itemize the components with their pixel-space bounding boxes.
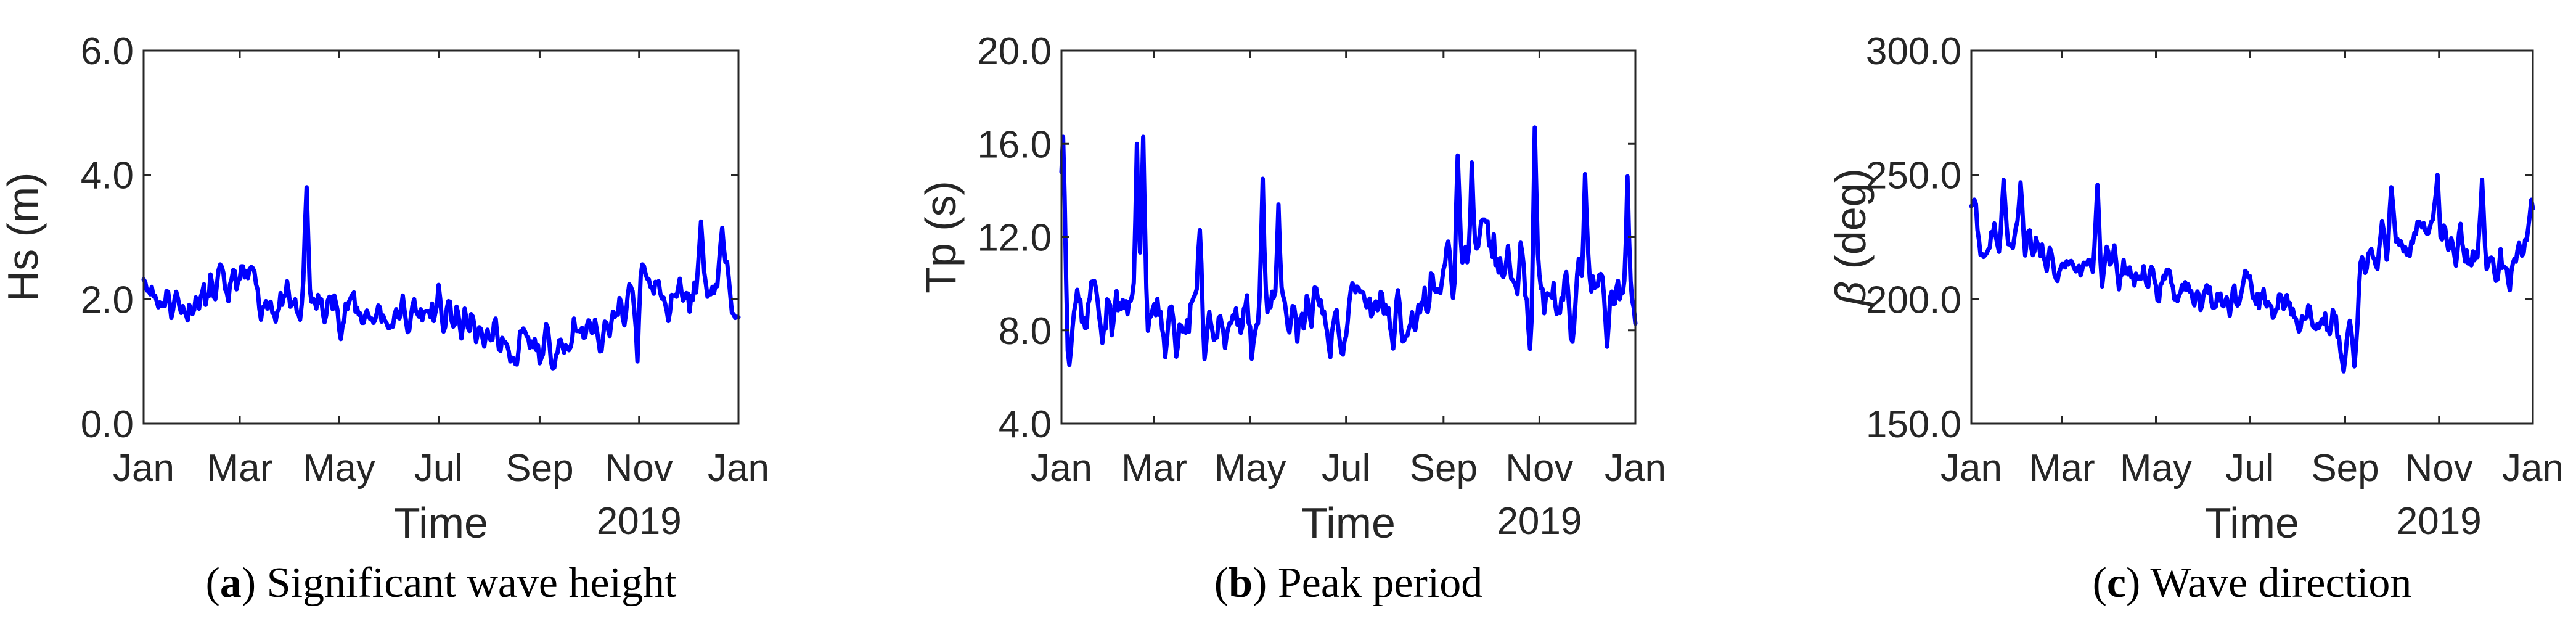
caption-open: (: [2093, 559, 2107, 607]
series-line: [1969, 173, 2535, 374]
caption-text: Peak period: [1267, 559, 1482, 607]
series-line: [1059, 125, 1638, 367]
panel-caption: (b) Peak period: [1214, 559, 1482, 607]
x-tick-label: Mar: [207, 447, 273, 490]
x-tick-label: May: [303, 447, 375, 490]
caption-letter: b: [1229, 559, 1253, 607]
y-tick-label: 300.0: [1866, 30, 1961, 73]
year-label: 2019: [1497, 500, 1582, 543]
x-tick-label: Sep: [2311, 447, 2379, 490]
caption-open: (: [1214, 559, 1229, 607]
x-tick-label: Jan: [1605, 447, 1666, 490]
x-tick-label: Nov: [605, 447, 673, 490]
x-tick-label: Jan: [1031, 447, 1092, 490]
y-tick-label: 6.0: [81, 30, 134, 73]
x-axis-label: Time: [1301, 499, 1396, 547]
caption-open: (: [206, 559, 220, 607]
y-tick-label: 12.0: [977, 217, 1052, 260]
x-axis-label: Time: [2205, 499, 2299, 547]
x-tick-label: Jan: [708, 447, 769, 490]
panel-caption: (a) Significant wave height: [206, 559, 677, 607]
x-tick-label: Jan: [113, 447, 174, 490]
panel-c: 150.0 200.0 250.0 300.0 Jan Mar May Jul Sep Nov Ja…: [1826, 30, 2564, 607]
y-axis-symbol: β: [1826, 281, 1875, 307]
series-line: [141, 185, 741, 371]
panel-a: 0.0 2.0 4.0 6.0 Jan Mar May Jul Sep Nov Jan 2019 Tim…: [0, 30, 769, 607]
y-axis-label: Tp (s): [917, 181, 965, 294]
x-tick-label: Jul: [1322, 447, 1370, 490]
y-tick-label: 2.0: [81, 279, 134, 321]
y-tick-label: 8.0: [999, 310, 1052, 353]
year-label: 2019: [2397, 500, 2482, 543]
y-tick-label: 4.0: [81, 155, 134, 197]
x-tick-label: May: [1214, 447, 1286, 490]
x-axis-label: Time: [394, 499, 488, 547]
year-label: 2019: [597, 500, 682, 543]
caption-letter: c: [2107, 559, 2126, 607]
x-tick-label: Jul: [414, 447, 463, 490]
y-tick-label: 20.0: [977, 30, 1052, 73]
y-tick-label: 200.0: [1866, 279, 1961, 321]
caption-letter: a: [220, 559, 242, 607]
panel-caption: (c) Wave direction: [2093, 559, 2412, 607]
x-tick-label: Mar: [1121, 447, 1187, 490]
x-tick-label: Jul: [2225, 447, 2274, 490]
caption-close: ): [1253, 559, 1267, 607]
x-tick-label: Nov: [2405, 447, 2473, 490]
y-tick-label: 150.0: [1866, 403, 1961, 446]
y-tick-label: 4.0: [999, 403, 1052, 446]
y-axis-label: β (deg): [1826, 168, 1875, 307]
x-tick-label: Jan: [1940, 447, 2002, 490]
x-tick-label: Mar: [2029, 447, 2095, 490]
axes-box: [1970, 49, 2534, 425]
caption-text: Wave direction: [2140, 559, 2411, 607]
x-tick-label: Sep: [505, 447, 573, 490]
x-tick-label: Jan: [2502, 447, 2564, 490]
panel-b: 4.0 8.0 12.0 16.0 20.0 Jan Mar May Jul Sep Nov Jan 2…: [917, 30, 1666, 607]
axes-box: [142, 49, 740, 425]
x-tick-label: Nov: [1505, 447, 1573, 490]
caption-text: Significant wave height: [256, 559, 677, 607]
axes-box: [1060, 49, 1637, 425]
y-axis-unit: (deg): [1826, 168, 1875, 281]
x-tick-label: May: [2120, 447, 2192, 490]
y-tick-label: 0.0: [81, 403, 134, 446]
y-tick-label: 16.0: [977, 123, 1052, 166]
y-tick-label: 250.0: [1866, 155, 1961, 197]
caption-close: ): [242, 559, 256, 607]
y-axis-label: Hs (m): [0, 173, 47, 302]
caption-close: ): [2126, 559, 2140, 607]
x-tick-label: Sep: [1410, 447, 1478, 490]
